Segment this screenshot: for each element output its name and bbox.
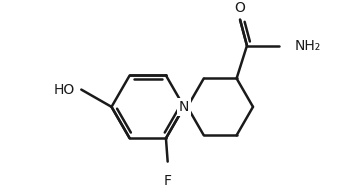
Text: N: N [179, 100, 189, 114]
Text: NH₂: NH₂ [294, 39, 321, 53]
Text: HO: HO [53, 83, 74, 97]
Text: O: O [235, 1, 245, 15]
Text: F: F [164, 174, 172, 188]
